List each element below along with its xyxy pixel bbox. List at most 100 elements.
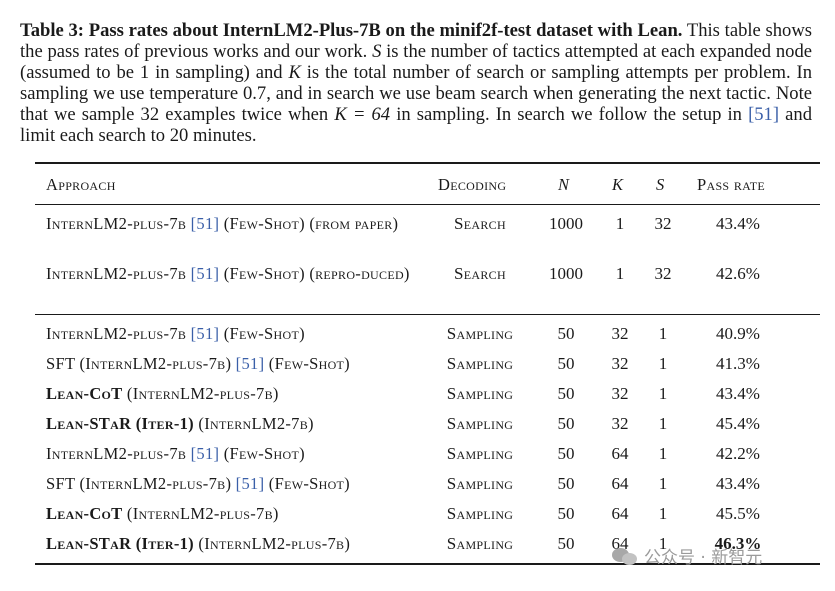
approach-model: InternLM2-plus-7b	[46, 444, 191, 463]
table-top-rule	[35, 162, 820, 164]
caption-text-4: in sampling. In search we follow the set…	[390, 104, 749, 125]
approach-suffix: (Few-Shot)	[219, 324, 305, 343]
table-row: SFT (InternLM2-plus-7b) [51] (Few-Shot) S…	[0, 474, 835, 504]
s-cell: 1	[658, 504, 668, 523]
caption-citation-link[interactable]: [51]	[748, 104, 780, 125]
n-cell: 1000	[549, 264, 583, 283]
decoding-cell: Sampling	[446, 324, 514, 343]
citation-link[interactable]: [51]	[190, 444, 220, 463]
citation-link[interactable]: [51]	[235, 474, 265, 493]
caption-k-var: K	[288, 62, 301, 83]
s-cell: 32	[654, 214, 672, 233]
citation-link[interactable]: [51]	[235, 354, 265, 373]
approach-cell: InternLM2-plus-7b [51] (Few-Shot)	[46, 324, 305, 344]
decoding-cell: Sampling	[446, 534, 514, 553]
k-cell: 64	[611, 474, 629, 493]
citation-link[interactable]: [51]	[190, 324, 220, 343]
approach-model: InternLM2-plus-7b	[46, 214, 191, 233]
table-bottom-rule	[35, 563, 820, 565]
approach-model: InternLM2-plus-7b)	[85, 474, 236, 493]
pass-rate-cell: 45.4%	[716, 414, 760, 433]
s-cell: 32	[654, 264, 672, 283]
s-cell: 1	[658, 534, 668, 553]
decoding-cell: Sampling	[446, 384, 514, 403]
approach-model: InternLM2-plus-7b)	[85, 354, 236, 373]
pass-rate-cell: 43.4%	[716, 214, 760, 233]
header-pass-rate: Pass rate	[697, 175, 766, 194]
approach-model: (InternLM2-plus-7b)	[193, 534, 351, 553]
n-cell: 50	[557, 534, 575, 553]
table-row: InternLM2-plus-7b [51] (Few-Shot) (from …	[0, 214, 835, 244]
caption-s-var: S	[372, 41, 382, 62]
approach-method: Lean-CoT	[46, 504, 123, 523]
header-rule	[35, 204, 820, 205]
approach-suffix: (Few-Shot)	[264, 354, 350, 373]
k-cell: 32	[611, 414, 629, 433]
pass-rate-cell: 43.4%	[716, 384, 760, 403]
approach-suffix: (Few-Shot) (repro-duced)	[219, 264, 410, 283]
decoding-cell: Sampling	[446, 354, 514, 373]
n-cell: 50	[557, 474, 575, 493]
decoding-cell: Sampling	[446, 504, 514, 523]
approach-model: (InternLM2-7b)	[193, 414, 314, 433]
k-cell: 32	[611, 324, 629, 343]
decoding-cell: Sampling	[446, 474, 514, 493]
n-cell: 50	[557, 324, 575, 343]
header-n: N	[558, 175, 570, 194]
header-decoding: Decoding	[438, 175, 507, 194]
approach-cell: InternLM2-plus-7b [51] (Few-Shot) (repro…	[46, 264, 426, 284]
approach-method: Lean-STaR (Iter-1)	[46, 414, 194, 433]
k-cell: 64	[611, 444, 629, 463]
pass-rate-cell: 42.6%	[716, 264, 760, 283]
citation-link[interactable]: [51]	[190, 214, 220, 233]
approach-cell: Lean-CoT (InternLM2-plus-7b)	[46, 384, 279, 404]
n-cell: 50	[557, 444, 575, 463]
caption-text-2: is the number of tactics attempted at ea…	[20, 41, 812, 83]
table-row: InternLM2-plus-7b [51] (Few-Shot) Samplin…	[0, 324, 835, 354]
caption-text-1: This table shows the pass rates of previ…	[20, 20, 813, 62]
wechat-icon	[612, 546, 640, 566]
watermark-text: 公众号 · 新智元	[644, 548, 763, 568]
k-cell: 32	[611, 354, 629, 373]
approach-model: InternLM2-plus-7b	[46, 264, 191, 283]
decoding-cell: Sampling	[446, 414, 514, 433]
table-row: Lean-STaR (Iter-1) (InternLM2-7b) Samplin…	[0, 414, 835, 444]
approach-model: InternLM2-plus-7b	[46, 324, 191, 343]
approach-cell: Lean-STaR (Iter-1) (InternLM2-7b)	[46, 414, 314, 434]
s-cell: 1	[658, 414, 668, 433]
approach-prefix: SFT (	[46, 354, 86, 373]
n-cell: 50	[557, 384, 575, 403]
s-cell: 1	[658, 384, 668, 403]
approach-model: (InternLM2-plus-7b)	[122, 384, 279, 403]
s-cell: 1	[658, 444, 668, 463]
pass-rate-cell: 46.3%	[714, 534, 762, 553]
header-s: S	[656, 175, 665, 194]
k-cell: 1	[615, 264, 625, 283]
table-row: Lean-CoT (InternLM2-plus-7b) Sampling 50 64…	[0, 504, 835, 534]
caption-text-3: is the total number of search or samplin…	[20, 62, 812, 125]
table-caption: Table 3: Pass rates about InternLM2-Plus…	[20, 20, 812, 146]
approach-method: Lean-CoT	[46, 384, 123, 403]
approach-cell: SFT (InternLM2-plus-7b) [51] (Few-Shot)	[46, 474, 350, 494]
header-approach: Approach	[46, 175, 116, 194]
citation-link[interactable]: [51]	[190, 264, 220, 283]
caption-text-5: and limit each search to 20 minutes.	[20, 104, 812, 146]
approach-suffix: (Few-Shot)	[264, 474, 350, 493]
n-cell: 50	[557, 354, 575, 373]
caption-k-eq: K = 64	[334, 104, 391, 125]
s-cell: 1	[658, 474, 668, 493]
header-k: K	[612, 175, 624, 194]
caption-title: Pass rates about InternLM2-Plus-7B on th…	[88, 20, 683, 41]
approach-prefix: SFT (	[46, 474, 86, 493]
s-cell: 1	[658, 354, 668, 373]
decoding-cell: Search	[454, 214, 506, 233]
approach-method: Lean-STaR (Iter-1)	[46, 534, 194, 553]
decoding-cell: Sampling	[446, 444, 514, 463]
n-cell: 1000	[549, 214, 583, 233]
table-row: InternLM2-plus-7b [51] (Few-Shot) (repro…	[0, 264, 835, 294]
approach-cell: SFT (InternLM2-plus-7b) [51] (Few-Shot)	[46, 354, 350, 374]
approach-cell: Lean-STaR (Iter-1) (InternLM2-plus-7b)	[46, 534, 350, 554]
pass-rate-cell: 40.9%	[716, 324, 760, 343]
pass-rate-cell: 42.2%	[716, 444, 760, 463]
watermark: 公众号 · 新智元	[612, 543, 762, 568]
